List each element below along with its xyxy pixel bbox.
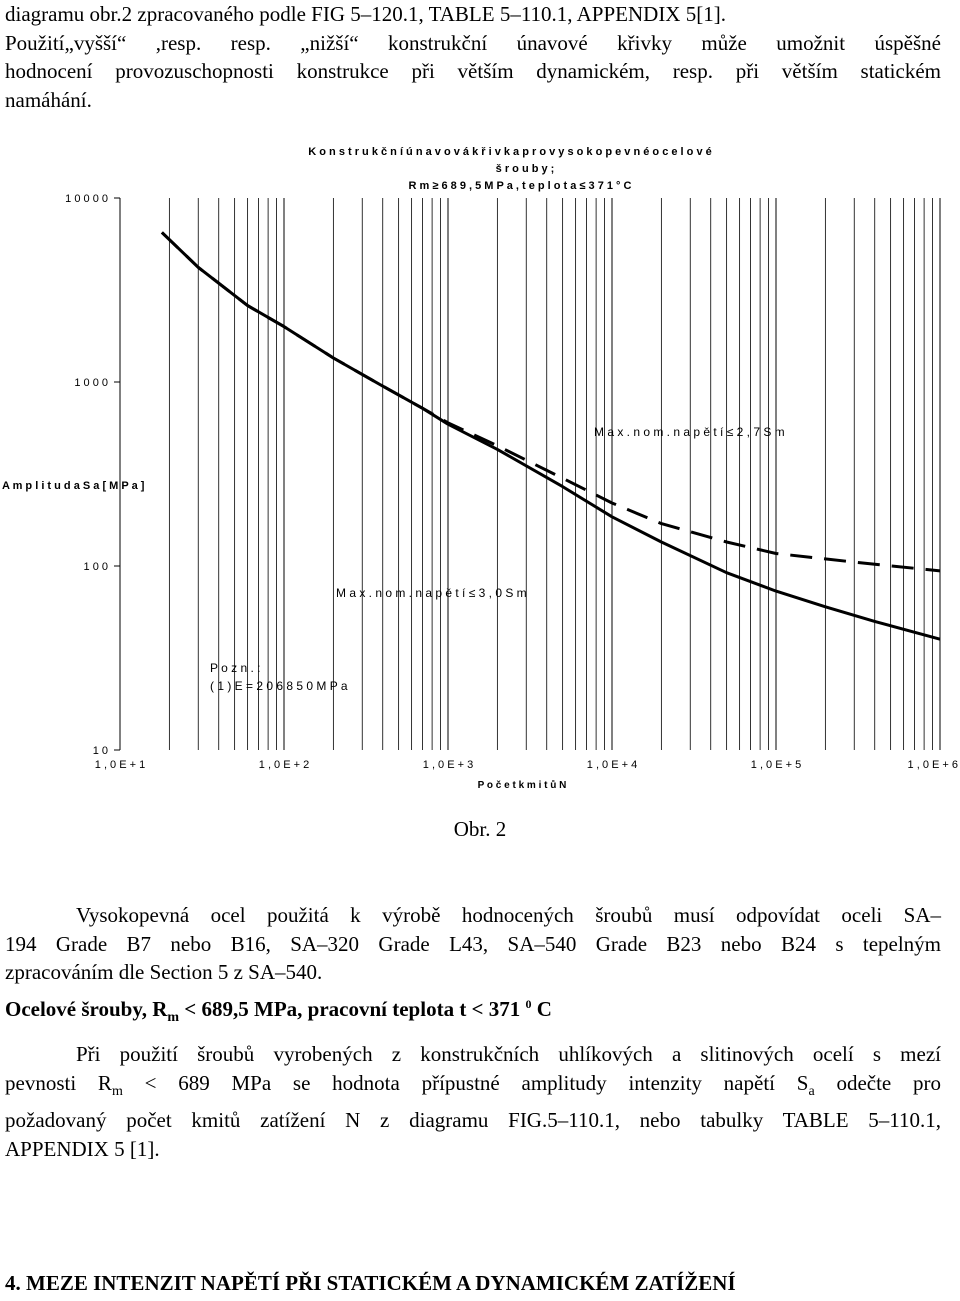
y-tick-label: 1 0 0 0 0	[65, 193, 108, 205]
line-part: < 689 MPa se hodnota přípustné amplitudy…	[122, 1070, 809, 1095]
intro-line: diagramu obr.2 zpracovaného podle FIG 5–…	[5, 2, 726, 26]
heading-sup: 0	[525, 997, 532, 1011]
line-sub: m	[111, 1083, 123, 1099]
chart-grid	[114, 197, 941, 751]
series-label-2-7sm: M a x . n o m . n a p ě t í ≤ 2 , 7 S m	[594, 425, 785, 439]
paragraph-line: Vysokopevná ocel použitá k výrobě hodnoc…	[76, 903, 941, 927]
heading-sub: m	[167, 1010, 180, 1026]
intro-paragraph: diagramu obr.2 zpracovaného podle FIG 5–…	[5, 0, 941, 114]
intro-line: namáhání.	[5, 87, 92, 112]
chart-title-line3: R m ≥ 6 8 9 , 5 M P a , t e p l o t a ≤ …	[409, 180, 632, 192]
y-tick-label: 1 0 0 0	[74, 377, 108, 389]
chart-title: K o n s t r u k č n í ú n a v o v á k ř …	[308, 146, 711, 158]
series-line-3-0sm	[160, 231, 941, 641]
section-heading-4: 4. MEZE INTENZIT NAPĚTÍ PŘI STATICKÉM A …	[5, 1271, 736, 1295]
x-tick-label: 1 , 0 E + 2	[259, 759, 309, 771]
x-tick-label: 1 , 0 E + 1	[95, 759, 145, 771]
x-tick-label: 1 , 0 E + 6	[908, 759, 958, 771]
line-part: pevnosti R	[5, 1070, 112, 1095]
chart-title-line2: š r o u b y ;	[496, 163, 555, 175]
line-sub: a	[808, 1083, 815, 1099]
x-tick-label: 1 , 0 E + 5	[751, 759, 801, 771]
heading-middle: < 689,5 MPa, pracovní teplota t < 371	[179, 997, 526, 1021]
note-title: P o z n . :	[210, 661, 260, 675]
y-axis-label: A m p l i t u d a S a [ M P a ]	[2, 480, 145, 492]
chart-labels: 1 0 1 0 0 1 0 0 0 1 0 0 0 0 1 , 0 E + 1 1 , 0…	[65, 193, 958, 771]
chart-series	[160, 231, 941, 641]
series-line-2-7sm	[160, 231, 941, 573]
bolts-paragraph: Při použití šroubů vyrobených z konstruk…	[5, 1040, 941, 1163]
heading-prefix: Ocelové šrouby, R	[5, 997, 168, 1021]
figure-caption: Obr. 2	[453, 817, 507, 841]
fatigue-chart: 1 0 1 0 0 1 0 0 0 1 0 0 0 0 1 , 0 E + 1 1 , 0…	[2, 146, 958, 791]
y-tick-label: 1 0 0	[84, 561, 108, 573]
line-part: odečte pro	[814, 1070, 941, 1095]
intro-line: hodnocení provozuschopnosti konstrukce p…	[5, 59, 941, 83]
series-label-3-0sm: M a x . n o m . n a p ě t í ≤ 3 , 0 S m	[336, 586, 527, 600]
y-tick-label: 1 0	[93, 745, 108, 757]
section-heading-bolts: Ocelové šrouby, Rm < 689,5 MPa, pracovní…	[5, 997, 552, 1026]
x-axis-label: P o č e t k m i t ů N	[478, 779, 567, 791]
paragraph-line: Při použití šroubů vyrobených z konstruk…	[76, 1042, 941, 1066]
x-tick-label: 1 , 0 E + 4	[587, 759, 637, 771]
heading-suffix: C	[531, 997, 552, 1021]
paragraph-line: 194 Grade B7 nebo B16, SA–320 Grade L43,…	[5, 931, 941, 956]
note-text: ( 1 ) E = 2 0 6 8 5 0 M P a	[210, 679, 348, 693]
paragraph-line: pevnosti Rm < 689 MPa se hodnota přípust…	[5, 1069, 941, 1107]
paragraph-line: zpracováním dle Section 5 z SA–540.	[5, 960, 323, 984]
intro-line: Použití„vyšší“ ,resp. resp. „nižší“ kons…	[5, 30, 941, 55]
paragraph-line: požadovaný počet kmitů zatížení N z diag…	[5, 1108, 941, 1133]
steel-spec-paragraph: Vysokopevná ocel použitá k výrobě hodnoc…	[5, 901, 941, 987]
x-tick-label: 1 , 0 E + 3	[423, 759, 473, 771]
paragraph-line: APPENDIX 5 [1].	[5, 1136, 160, 1161]
